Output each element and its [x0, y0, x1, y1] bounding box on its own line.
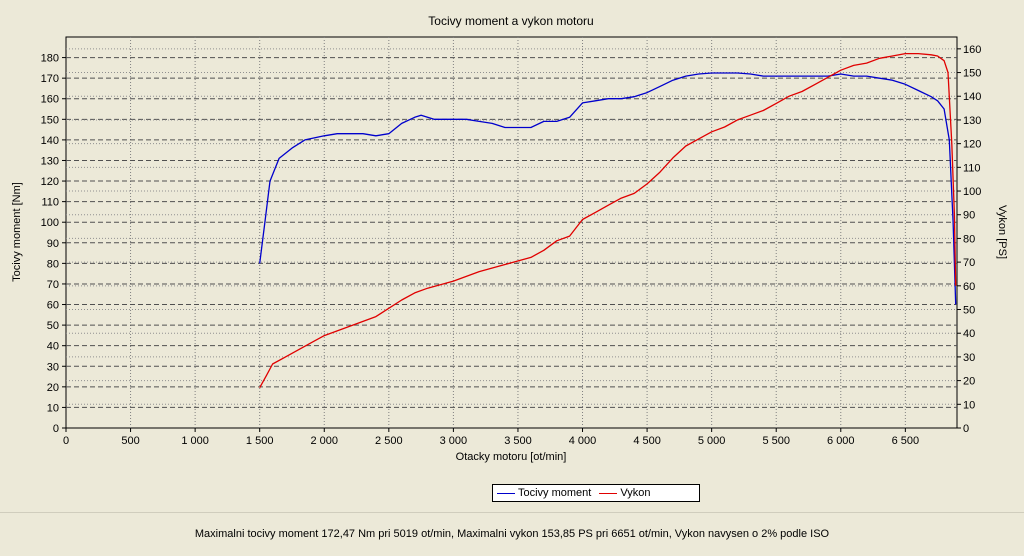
y-right-tick-label: 130 — [963, 115, 981, 127]
series-line-power — [259, 52, 957, 389]
y-right-tick-label: 110 — [963, 162, 981, 174]
y-right-tick-label: 140 — [963, 91, 981, 103]
y-right-tick-label: 120 — [963, 139, 981, 151]
y-right-tick-label: 10 — [963, 399, 975, 411]
y-left-tick-label: 80 — [47, 258, 59, 270]
legend-swatch-torque — [497, 492, 515, 494]
x-tick-label: 1 500 — [246, 435, 274, 447]
y-left-tick-label: 50 — [47, 320, 59, 332]
legend-item-power: Vykon — [599, 487, 651, 499]
legend-item-torque: Tocivy moment — [497, 487, 591, 499]
y-right-tick-label: 90 — [963, 210, 975, 222]
series-layer — [259, 52, 957, 389]
y-left-tick-label: 140 — [41, 135, 59, 147]
x-tick-label: 500 — [121, 435, 139, 447]
y-right-tick-label: 0 — [963, 423, 969, 435]
y-right-tick-label: 70 — [963, 257, 975, 269]
y-left-tick-label: 30 — [47, 361, 59, 373]
y-left-tick-label: 130 — [41, 155, 59, 167]
y-left-tick-label: 100 — [41, 217, 59, 229]
x-tick-label: 1 000 — [181, 435, 209, 447]
legend-label-power: Vykon — [620, 487, 651, 499]
plot-area — [65, 36, 958, 429]
y-right-tick-label: 60 — [963, 281, 975, 293]
y-left-tick-label: 40 — [47, 341, 59, 353]
y-axis-left-ticks: 0 10 20 30 40 50 60 70 80 90 100 110 120 130 140 150 160… — [41, 53, 66, 435]
y-left-tick-label: 10 — [47, 402, 59, 414]
y-left-tick-label: 0 — [53, 423, 59, 435]
x-tick-label: 6 000 — [827, 435, 855, 447]
y-left-tick-label: 60 — [47, 300, 59, 312]
y-right-tick-label: 160 — [963, 44, 981, 56]
x-tick-label: 0 — [63, 435, 69, 447]
chart-title: Tocivy moment a vykon motoru — [428, 14, 593, 28]
legend: Tocivy moment Vykon — [492, 484, 700, 502]
x-axis-ticks: 0 500 1 000 1 500 2 000 2 500 3 000 3 500 4 000 4… — [63, 428, 919, 447]
x-tick-label: 6 500 — [892, 435, 920, 447]
y-left-tick-label: 20 — [47, 382, 59, 394]
y-right-tick-label: 150 — [963, 68, 981, 80]
x-tick-label: 4 500 — [633, 435, 661, 447]
separator — [0, 512, 1024, 513]
x-tick-label: 3 000 — [440, 435, 468, 447]
y-right-tick-label: 50 — [963, 305, 975, 317]
y-left-tick-label: 150 — [41, 114, 59, 126]
y-right-tick-label: 80 — [963, 233, 975, 245]
y-right-tick-label: 20 — [963, 376, 975, 388]
y-right-tick-label: 40 — [963, 328, 975, 340]
grid-lines — [66, 37, 957, 428]
y-axis-right-ticks: 0 10 20 30 40 50 60 70 80 90 100 110 120 130 140 150 160 — [957, 44, 981, 435]
summary-text: Maximalni tocivy moment 172,47 Nm pri 50… — [194, 528, 830, 540]
x-tick-label: 5 500 — [762, 435, 790, 447]
torque-power-chart: 0 500 1 000 1 500 2 000 2 500 3 000 3 500 4 000 4… — [11, 14, 1008, 463]
x-axis-label: Otacky motoru [ot/min] — [456, 451, 567, 463]
y-left-tick-label: 110 — [41, 197, 59, 209]
legend-label-torque: Tocivy moment — [518, 487, 592, 499]
x-tick-label: 5 000 — [698, 435, 726, 447]
y-left-tick-label: 70 — [47, 279, 59, 291]
y-axis-right-label: Vykon [PS] — [996, 205, 1008, 259]
y-left-tick-label: 120 — [41, 176, 59, 188]
x-tick-label: 2 000 — [310, 435, 338, 447]
x-tick-label: 3 500 — [504, 435, 532, 447]
series-line-torque — [259, 72, 957, 305]
y-left-tick-label: 160 — [41, 94, 59, 106]
y-left-tick-label: 170 — [41, 73, 59, 85]
legend-swatch-power — [599, 492, 618, 494]
y-right-tick-label: 100 — [963, 186, 981, 198]
y-left-tick-label: 90 — [47, 238, 59, 250]
x-tick-label: 4 000 — [569, 435, 597, 447]
y-left-tick-label: 180 — [41, 53, 59, 65]
x-tick-label: 2 500 — [375, 435, 403, 447]
y-axis-left-label: Tocivy moment [Nm] — [11, 182, 23, 282]
y-right-tick-label: 30 — [963, 352, 975, 364]
